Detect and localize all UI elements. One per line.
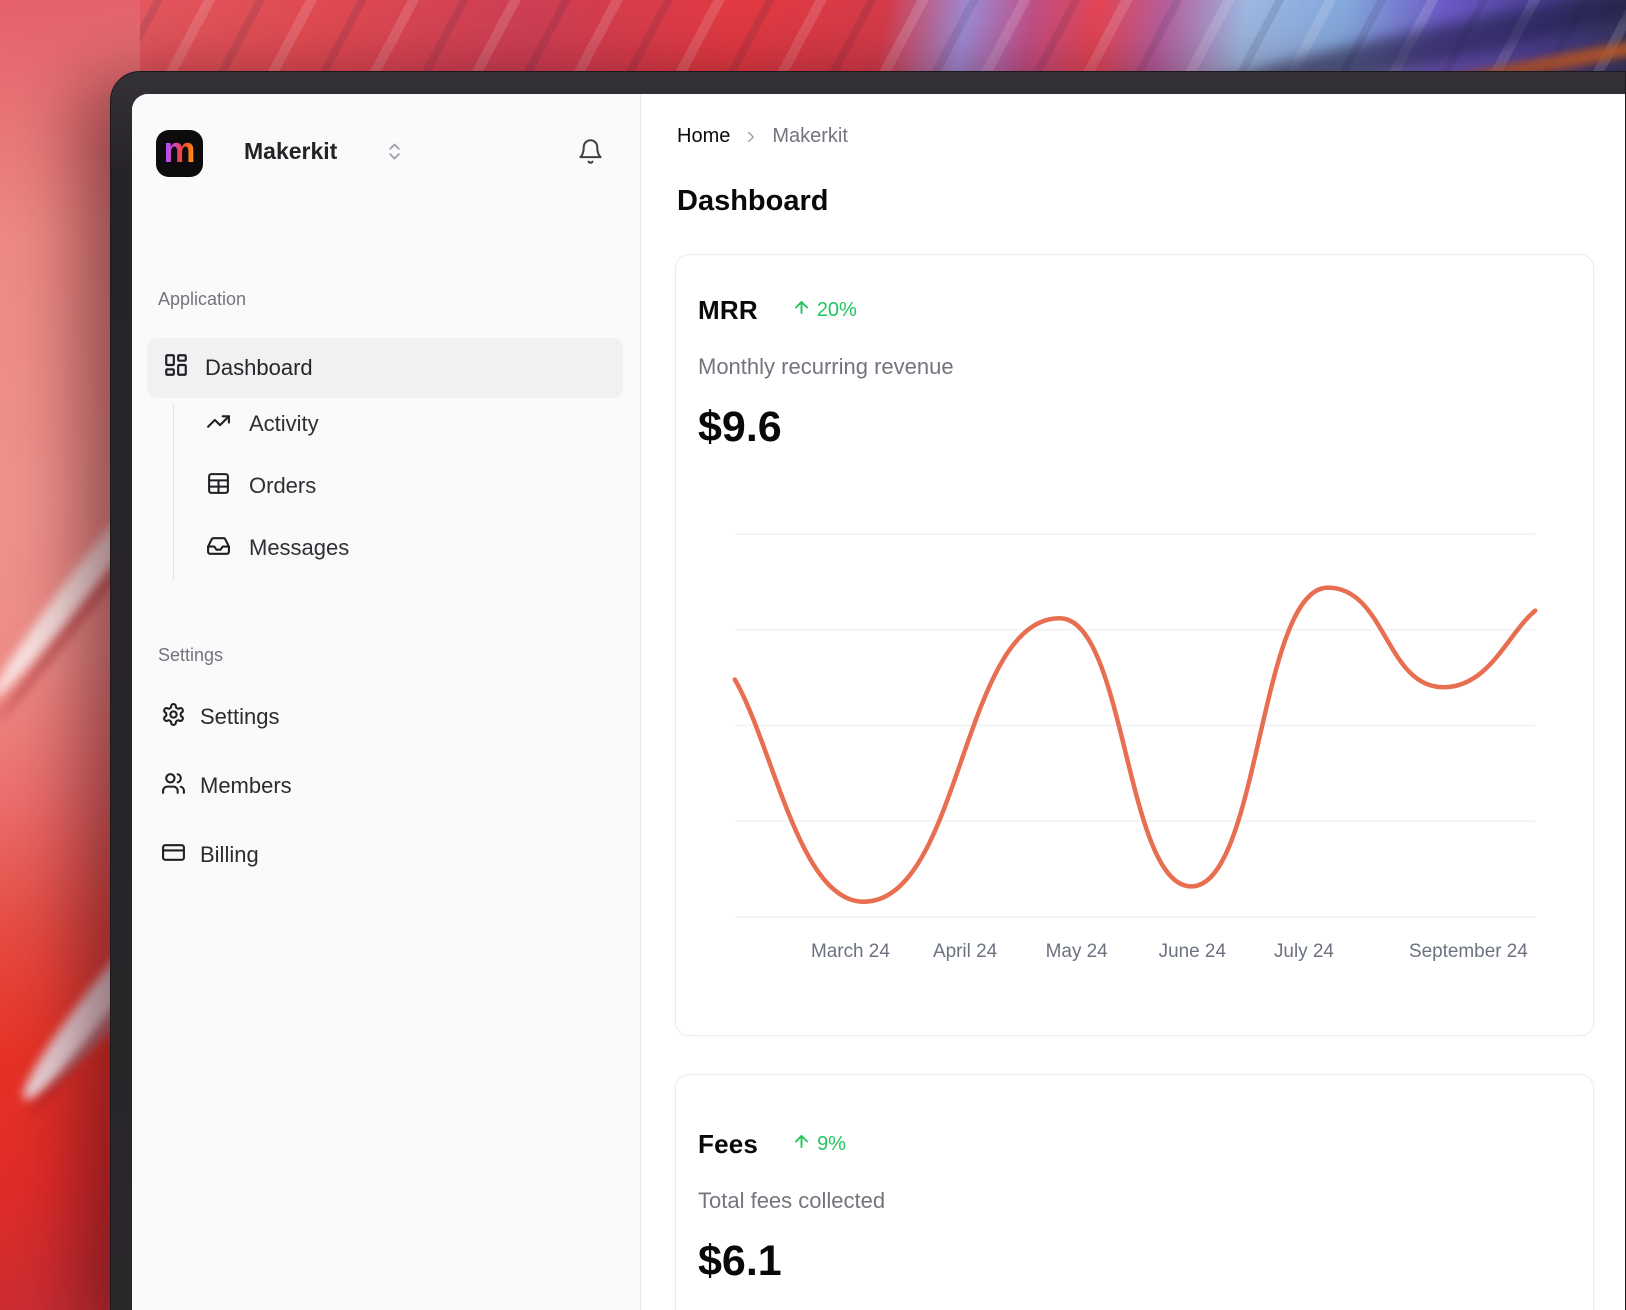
credit-card-icon bbox=[161, 840, 186, 871]
trending-up-icon bbox=[206, 409, 231, 440]
sidebar-item-orders[interactable]: Orders bbox=[206, 455, 606, 517]
metric-name: MRR bbox=[698, 295, 758, 325]
sidebar-item-dashboard[interactable]: Dashboard bbox=[147, 338, 623, 398]
main-content: Home Makerkit Dashboard MRR bbox=[641, 94, 1625, 1310]
metric-value: $6.1 bbox=[698, 1237, 782, 1285]
metric-row: MRR 20% bbox=[698, 295, 857, 326]
chart-line-series bbox=[732, 585, 1538, 904]
chevron-right-icon bbox=[742, 128, 760, 146]
sidebar-item-label: Messages bbox=[249, 535, 350, 560]
users-icon bbox=[161, 771, 186, 802]
inbox-icon bbox=[206, 533, 231, 564]
sidebar-item-label: Activity bbox=[249, 411, 319, 436]
mrr-chart: March 24 April 24 May 24 June 24 July 24 Sept… bbox=[732, 533, 1538, 962]
app-window-content: m Makerkit Application bbox=[132, 94, 1625, 1310]
sidebar-item-activity[interactable]: Activity bbox=[206, 393, 606, 455]
sidebar-item-label: Billing bbox=[200, 842, 259, 867]
breadcrumb-current[interactable]: Makerkit bbox=[772, 125, 848, 147]
arrow-up-icon bbox=[792, 298, 811, 323]
sidebar-item-label: Members bbox=[200, 773, 292, 798]
sidebar-item-members[interactable]: Members bbox=[161, 754, 601, 818]
chart-axis-label: June 24 bbox=[1159, 941, 1226, 962]
chart-axis-label: May 24 bbox=[1046, 941, 1108, 962]
breadcrumb-home-link[interactable]: Home bbox=[677, 125, 731, 147]
fees-card: Fees 9% Total fees collected $6.1 bbox=[675, 1074, 1594, 1310]
table-icon bbox=[206, 471, 231, 502]
submenu-guide-line bbox=[173, 404, 174, 580]
arrow-up-icon bbox=[792, 1132, 811, 1157]
trend-value: 9% bbox=[817, 1133, 846, 1155]
mrr-card: MRR 20% Monthly recurring revenue $9.6 M… bbox=[675, 254, 1594, 1036]
layout-dashboard-icon bbox=[163, 352, 189, 384]
sidebar-item-label: Orders bbox=[249, 473, 317, 498]
chart-axis-label: September 24 bbox=[1409, 941, 1528, 962]
metric-description: Total fees collected bbox=[698, 1188, 886, 1213]
sidebar-item-messages[interactable]: Messages bbox=[206, 517, 606, 579]
metric-name: Fees bbox=[698, 1129, 759, 1159]
workspace-logo[interactable]: m bbox=[156, 130, 203, 177]
workspace-logo-letter: m bbox=[163, 129, 196, 170]
trend-badge: 20% bbox=[792, 298, 857, 323]
workspace-name[interactable]: Makerkit bbox=[244, 138, 338, 164]
chart-axis-label: March 24 bbox=[811, 941, 890, 962]
section-label-application: Application bbox=[158, 289, 247, 309]
section-label-settings: Settings bbox=[158, 645, 224, 665]
sidebar-item-label: Dashboard bbox=[205, 355, 313, 380]
breadcrumb: Home Makerkit bbox=[677, 125, 848, 148]
chart-axis-label: April 24 bbox=[933, 941, 997, 962]
sidebar: m Makerkit Application bbox=[132, 94, 641, 1310]
trend-badge: 9% bbox=[792, 1132, 846, 1157]
sidebar-item-settings[interactable]: Settings bbox=[161, 685, 601, 749]
page-title: Dashboard bbox=[677, 185, 829, 218]
metric-description: Monthly recurring revenue bbox=[698, 354, 954, 379]
sidebar-item-billing[interactable]: Billing bbox=[161, 823, 601, 887]
sidebar-item-label: Settings bbox=[200, 704, 280, 729]
chevrons-up-down-icon[interactable] bbox=[384, 141, 405, 167]
gear-icon bbox=[161, 702, 186, 733]
metric-value: $9.6 bbox=[698, 403, 782, 451]
chart-axis-label: July 24 bbox=[1274, 941, 1334, 962]
metric-row: Fees 9% bbox=[698, 1129, 846, 1160]
bell-icon[interactable] bbox=[577, 138, 604, 170]
trend-value: 20% bbox=[816, 299, 857, 321]
app-window: m Makerkit Application bbox=[110, 71, 1626, 1310]
